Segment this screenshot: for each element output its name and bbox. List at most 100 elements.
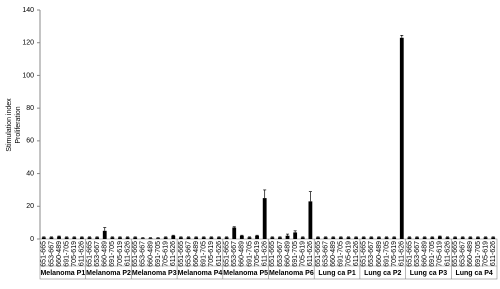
group-label: Melanoma P1 [40, 270, 85, 277]
x-tick-label: 660-489 [421, 241, 428, 267]
bar [361, 237, 366, 239]
x-tick-label: 660-489 [147, 241, 154, 267]
y-tick-label: 60 [26, 138, 34, 145]
bar [300, 237, 305, 239]
x-tick-label: 653-667 [322, 241, 329, 267]
bar [224, 237, 229, 239]
x-tick-label: 653-667 [94, 241, 101, 267]
bar [346, 237, 351, 239]
x-tick-label: 660-489 [467, 241, 474, 267]
x-tick-label: 691-705 [292, 241, 299, 267]
x-tick-label: 691-705 [338, 241, 345, 267]
x-tick-label: 651-665 [178, 241, 185, 267]
x-tick-label: 611-626 [216, 241, 223, 266]
bar [323, 237, 328, 239]
bar [285, 235, 290, 239]
bar [217, 237, 221, 239]
x-tick-label: 653-667 [414, 241, 421, 267]
y-tick-label: 100 [22, 72, 34, 79]
x-tick-label: 691-705 [383, 241, 390, 267]
group-label: Lung ca P4 [455, 270, 492, 277]
x-tick-label: 653-667 [140, 241, 147, 267]
x-tick-label: 660-489 [56, 241, 63, 267]
y-tick-label: 20 [26, 203, 34, 210]
bar [49, 237, 54, 239]
bar [422, 237, 427, 239]
x-tick-label: 651-665 [315, 241, 322, 267]
bar [270, 237, 275, 239]
x-tick-label: 660-489 [193, 241, 200, 267]
x-tick-label: 705-619 [71, 241, 78, 267]
group-label: Melanoma P3 [132, 270, 177, 277]
x-tick-label: 651-665 [452, 241, 459, 267]
bar [491, 237, 496, 239]
group-label: Melanoma P6 [269, 270, 314, 277]
bar [194, 237, 199, 239]
bar [377, 237, 381, 239]
x-tick-label: 705-619 [163, 241, 170, 267]
bar [255, 235, 259, 239]
x-tick-label: 691-705 [475, 241, 482, 267]
bar [468, 237, 473, 239]
bar [407, 237, 412, 239]
y-tick-label: 80 [26, 105, 34, 112]
x-tick-label: 691-705 [246, 241, 253, 267]
x-tick-label: 653-667 [231, 241, 238, 267]
bar [118, 237, 122, 239]
x-tick-label: 660-489 [376, 241, 383, 267]
bar [110, 237, 115, 239]
x-tick-label: 651-665 [269, 241, 276, 267]
x-tick-label: 705-619 [482, 241, 489, 267]
bar [460, 237, 465, 239]
bar [331, 237, 336, 239]
x-tick-label: 651-665 [406, 241, 413, 267]
bar [338, 237, 343, 239]
group-label: Lung ca P3 [410, 270, 447, 277]
x-tick-label: 705-619 [117, 241, 124, 267]
group-label: Lung ca P2 [364, 270, 401, 277]
bar [308, 201, 313, 239]
x-tick-label: 691-705 [109, 241, 116, 267]
x-tick-label: 653-667 [185, 241, 192, 267]
bar [453, 237, 458, 239]
x-tick-label: 691-705 [201, 241, 208, 267]
bar [476, 237, 480, 239]
bar [369, 237, 374, 239]
x-tick-label: 653-667 [368, 241, 375, 267]
bar [293, 232, 298, 239]
x-tick-label: 691-705 [64, 241, 71, 267]
x-tick-label: 660-489 [330, 241, 337, 267]
x-tick-label: 691-705 [429, 241, 436, 267]
x-tick-label: 660-489 [102, 241, 109, 267]
bar [95, 237, 100, 239]
bar [232, 227, 237, 239]
bar [156, 238, 160, 239]
bar [384, 237, 389, 239]
bar [392, 237, 397, 239]
x-tick-label: 611-626 [262, 241, 269, 266]
bar [262, 198, 267, 239]
x-tick-label: 705-619 [208, 241, 215, 267]
bar [445, 237, 450, 239]
bar [102, 230, 107, 239]
bar [483, 237, 488, 239]
y-tick-label: 0 [30, 236, 34, 243]
x-tick-label: 611-626 [307, 241, 314, 266]
x-tick-label: 660-489 [284, 241, 291, 267]
x-tick-label: 611-626 [399, 241, 406, 266]
x-tick-label: 651-665 [132, 241, 139, 267]
bar [437, 236, 442, 239]
group-label: Melanoma P5 [223, 270, 268, 277]
y-tick-label: 140 [22, 7, 34, 14]
bar [57, 236, 61, 239]
x-tick-label: 611-626 [444, 241, 451, 266]
bar [278, 237, 282, 239]
x-tick-label: 651-665 [361, 241, 368, 267]
x-tick-label: 611-626 [353, 241, 360, 266]
bar [171, 235, 176, 239]
x-tick-label: 653-667 [277, 241, 284, 267]
x-tick-label: 705-619 [345, 241, 352, 267]
x-tick-label: 653-667 [460, 241, 467, 267]
y-axis-title: Stimulation index [6, 98, 13, 152]
bar [133, 237, 138, 239]
